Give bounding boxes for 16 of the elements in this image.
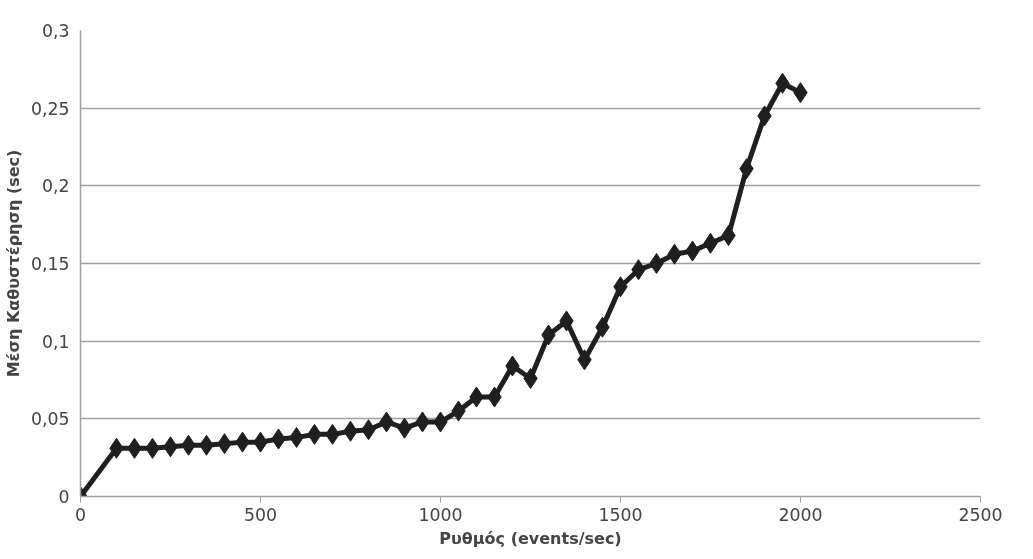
y-tick-label: 0,2 xyxy=(41,176,70,197)
y-tick-label: 0 xyxy=(58,487,70,507)
x-tick-label: 1000 xyxy=(418,504,463,525)
y-tick-label: 0,05 xyxy=(30,409,70,430)
x-tick-label: 1500 xyxy=(598,504,643,525)
y-axis-title: Μέση Καθυστέρηση (sec) xyxy=(3,149,23,378)
point xyxy=(649,253,664,274)
x-tick-label: 0 xyxy=(74,504,87,525)
x-axis-title: Ρυθμός (events/sec) xyxy=(439,528,622,548)
y-tick-label: 0,25 xyxy=(30,98,70,119)
y-tick-label: 0,1 xyxy=(41,331,70,352)
y-tick-label: 0,3 xyxy=(41,21,70,41)
y-tick-label: 0,15 xyxy=(30,254,70,274)
x-tick-label: 500 xyxy=(243,504,278,525)
x-tick-label: 2000 xyxy=(778,504,823,525)
x-tick-label: 2500 xyxy=(958,504,1003,525)
